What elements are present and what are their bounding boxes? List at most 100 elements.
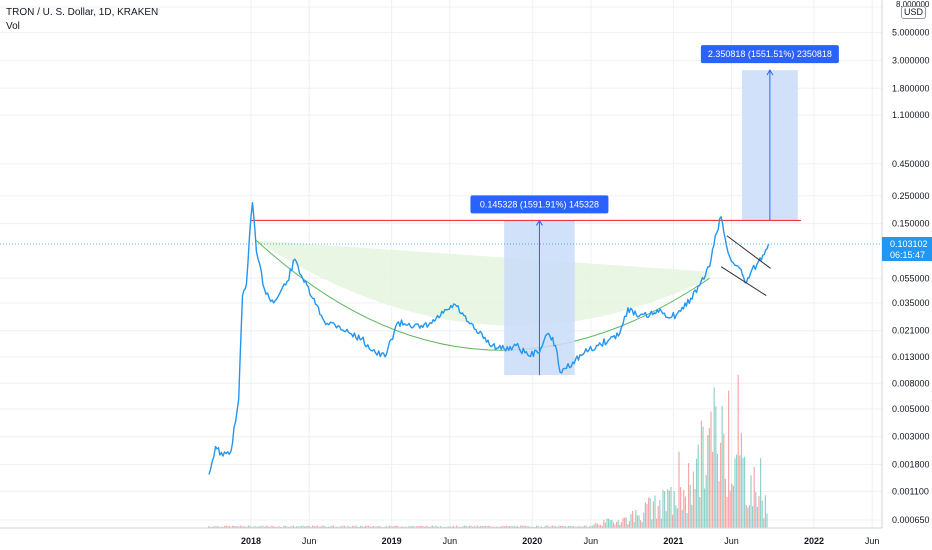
channel-lower [720,266,767,297]
volume-bar [443,526,445,528]
volume-bar [289,526,291,528]
volume-bar [331,525,333,528]
volume-bar [508,526,510,528]
price-tick-label: 0.035000 [892,298,930,308]
volume-bar [555,525,557,528]
volume-bar [260,526,262,528]
gridlines [0,0,882,528]
volume-bar [579,526,581,528]
price-tick-label: 3.000000 [892,55,930,65]
volume-bar [339,526,341,528]
volume-bar [622,517,624,528]
volume-bar [398,526,400,528]
volume-bar [483,526,485,528]
volume-bar [544,526,546,528]
volume-bar [422,525,424,528]
measure-label-bg [470,195,609,214]
volume-bar [348,526,350,528]
volume-bar [419,525,421,528]
volume-bar [664,491,666,528]
volume-bar [577,526,579,528]
symbol-title[interactable]: TRON / U. S. Dollar, 1D, KRAKEN [6,7,159,18]
volume-bar [492,526,494,528]
channel-upper [726,235,771,269]
price-tick-label: 5.000000 [892,28,930,38]
volume-bar [766,513,768,528]
volume-bar [286,526,288,528]
volume-bar [316,525,318,528]
volume-bar [707,435,709,528]
volume-bar [742,457,744,528]
price-axis[interactable]: 5.000000 3.000000 1.800000 1.100000 0.450000… [881,0,932,528]
volume-bar [424,526,426,528]
price-tick-label: 0.250000 [892,191,930,201]
currency-label[interactable]: USD [901,6,927,19]
volume-bar [739,455,741,528]
volume-bar [620,522,622,528]
volume-bar [321,525,323,528]
volume-bar [740,432,742,528]
volume-bar [222,526,224,528]
volume-bar [432,525,434,528]
volume-bar [433,526,435,528]
volume-bar [699,497,701,528]
volume-bar [484,525,486,528]
volume-bar [648,497,650,528]
volume-bar [611,519,613,528]
volume-bar [529,526,531,528]
volume-bar [686,513,688,528]
volume-bar [641,522,643,528]
time-tick-label: Jun [584,536,599,546]
volume-bar [528,526,530,528]
volume-bar [254,525,256,528]
volume-bar [326,526,328,528]
volume-bar [604,522,606,528]
volume-bar [232,525,234,528]
volume-bar [449,526,451,528]
volume-bar [275,526,277,528]
volume-bar [504,526,506,528]
measure-label-bg [700,45,839,64]
volume-bar [318,526,320,528]
volume-bar [656,518,658,528]
volume-label[interactable]: Vol [6,21,20,32]
volume-bar [667,489,669,528]
volume-bar [228,525,230,528]
volume-bar [208,526,210,528]
time-axis[interactable]: 2018 Jun 2019 Jun 2020 Jun 2021 Jun 2022 Jun [0,527,882,546]
price-tick-label: 0.013000 [892,352,930,362]
volume-bar [249,525,251,528]
volume-bar [216,526,218,528]
volume-bar [420,525,422,528]
price-tick-label: 0.450000 [892,159,930,169]
volume-bar [536,525,538,528]
volume-bar [691,504,693,528]
volume-bar [590,525,592,528]
volume-bar [657,506,659,528]
volume-bar [262,525,264,528]
volume-bar [644,502,646,528]
volume-bar [464,525,466,528]
volume-bar [593,524,595,528]
volume-bar [683,490,685,528]
volume-bar [340,526,342,528]
volume-bar [256,526,258,528]
volume-bar [305,526,307,528]
price-tick-label: 0.001800 [892,460,930,470]
volume-bar [243,526,245,528]
volume-bar [628,520,630,528]
volume-bar [704,488,706,528]
volume-bar [760,458,762,528]
price-tick-label: 1.800000 [892,83,930,93]
volume-bar [692,471,694,528]
volume-bar [710,411,712,528]
volume-bar [265,526,267,528]
volume-bar [499,526,501,528]
volume-bar [617,520,619,528]
volume-bar [230,526,232,528]
volume-bar [225,525,227,528]
volume-bar [488,525,490,528]
volume-bar [518,526,520,528]
volume-bar [380,526,382,528]
